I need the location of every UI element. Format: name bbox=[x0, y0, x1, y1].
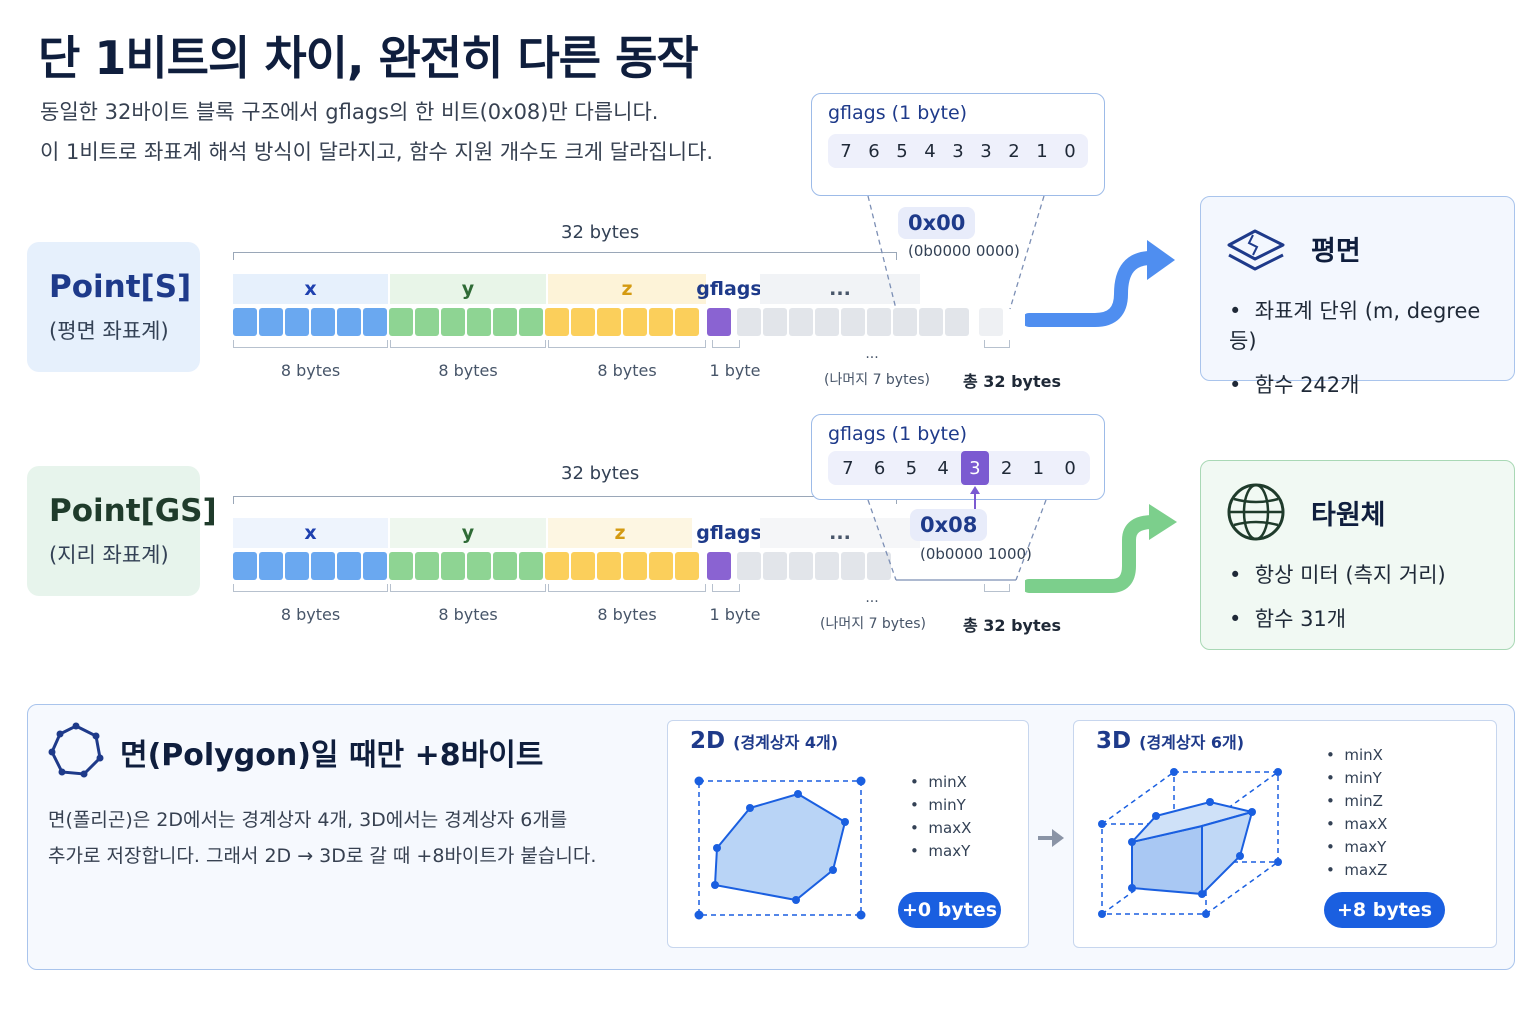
page-title: 단 1비트의 차이, 완전히 다른 동작 bbox=[38, 31, 699, 85]
row1-field-z: z bbox=[548, 274, 706, 304]
point-s-card: Point[S] (평면 좌표계) bbox=[27, 242, 200, 372]
row1-rest-label: (나머지 7 bytes) bbox=[824, 372, 930, 388]
row2-rest-label: (나머지 7 bytes) bbox=[820, 616, 926, 632]
row1-total-label: 32 bytes bbox=[561, 222, 640, 243]
row1-y-size: 8 bytes bbox=[438, 361, 498, 380]
row1-z-size: 8 bytes bbox=[597, 361, 657, 380]
row2-cells bbox=[233, 552, 891, 580]
bit: 6 bbox=[868, 140, 880, 162]
bit: 2 bbox=[1008, 140, 1020, 162]
polygon-icon bbox=[48, 722, 104, 778]
row1-x-size: 8 bytes bbox=[280, 361, 341, 380]
row2-field-y: y bbox=[390, 518, 546, 548]
polygon-desc-2: 추가로 저장합니다. 그래서 2D → 3D로 갈 때 +8바이트가 붙습니다. bbox=[48, 845, 597, 867]
box-2d-fields: • minX • minY • maxX • maxY bbox=[910, 773, 972, 860]
row2-zoom-lines bbox=[867, 499, 1047, 581]
row1-field-x: x bbox=[233, 274, 388, 304]
bit: 0 bbox=[1064, 457, 1076, 479]
box-3d-title: 3D (경계상자 6개) bbox=[1096, 728, 1245, 754]
row1-rest-dots: ... bbox=[865, 346, 879, 362]
row1-cells bbox=[233, 308, 1003, 336]
bit: 2 bbox=[1000, 457, 1013, 479]
subtitle-line-1: 동일한 32바이트 블록 구조에서 gflags의 한 비트(0x08)만 다릅… bbox=[40, 100, 659, 124]
row2-bin: (0b0000 1000) bbox=[920, 545, 1032, 563]
row2-rest-dots: ... bbox=[865, 590, 879, 606]
row1-total-sum: 총 32 bytes bbox=[962, 372, 1062, 391]
result-plane-title: 평면 bbox=[1311, 235, 1361, 267]
result-globe-item-2: • 함수 31개 bbox=[1229, 607, 1347, 631]
row1-arrow bbox=[1025, 240, 1175, 327]
bit: 7 bbox=[840, 140, 852, 162]
row2-gflags-box: gflags (1 byte) 7 6 5 4 3 2 1 0 bbox=[811, 414, 1105, 500]
box-3d-fields: • minX • minY • minZ • maxX • maxY • max… bbox=[1326, 746, 1388, 879]
bit-highlighted: 3 bbox=[961, 451, 989, 485]
row2-arrow bbox=[1025, 504, 1177, 593]
row2-z-size: 8 bytes bbox=[597, 605, 657, 624]
row2-field-gflags: gflags bbox=[696, 522, 762, 544]
bit: 6 bbox=[873, 457, 886, 479]
globe-icon bbox=[1227, 483, 1285, 541]
result-plane-item-2: • 함수 242개 bbox=[1229, 373, 1360, 397]
polygon-2d-drawing bbox=[694, 776, 866, 920]
row1-bits: 7 6 5 4 3 3 2 1 0 bbox=[828, 134, 1088, 168]
point-s-name: Point[S] bbox=[49, 269, 192, 305]
polygon-title: 면(Polygon)일 때만 +8바이트 bbox=[120, 738, 544, 773]
badge-2d: +0 bytes bbox=[898, 892, 1001, 928]
row1-field-rest: ... bbox=[760, 274, 920, 304]
bit-pointer-arrow bbox=[970, 486, 980, 512]
badge-3d: +8 bytes bbox=[1324, 892, 1445, 928]
plane-icon bbox=[1227, 229, 1285, 271]
row2-total-label: 32 bytes bbox=[561, 463, 640, 484]
point-gs-card: Point[GS] (지리 좌표계) bbox=[27, 466, 217, 596]
row1-bin: (0b0000 0000) bbox=[908, 242, 1020, 260]
point-s-sub: (평면 좌표계) bbox=[49, 319, 169, 343]
bit: 1 bbox=[1032, 457, 1045, 479]
row1-hex: 0x00 bbox=[898, 207, 976, 239]
row1-gflags-title: gflags (1 byte) bbox=[828, 102, 968, 124]
row2-gflags-size: 1 byte bbox=[709, 605, 761, 624]
bit: 0 bbox=[1064, 140, 1076, 162]
bit: 1 bbox=[1036, 140, 1048, 162]
row1-gflags-size: 1 byte bbox=[709, 361, 761, 380]
row2-bits: 7 6 5 4 3 2 1 0 bbox=[828, 451, 1090, 485]
result-globe-item-1: • 항상 미터 (측지 거리) bbox=[1229, 563, 1446, 587]
bit: 3 bbox=[952, 140, 964, 162]
row2-field-rest: ... bbox=[760, 518, 920, 548]
row2-y-size: 8 bytes bbox=[438, 605, 498, 624]
bit: 4 bbox=[937, 457, 949, 479]
result-plane-card: 평면 • 좌표계 단위 (m, degree 등) • 함수 242개 bbox=[1200, 196, 1515, 397]
bit: 5 bbox=[905, 457, 918, 479]
result-plane-item-1: • 좌표계 단위 (m, degree 등) bbox=[1229, 299, 1481, 353]
polygon-3d-drawing bbox=[1098, 768, 1282, 918]
row1-zoom-lines bbox=[867, 195, 1045, 310]
result-globe-title: 타원체 bbox=[1311, 499, 1386, 531]
bit: 4 bbox=[924, 140, 936, 162]
row2-field-x: x bbox=[233, 518, 388, 548]
transition-arrow bbox=[1038, 829, 1064, 847]
row1-gflags-box: gflags (1 byte) 7 6 5 4 3 3 2 1 0 bbox=[811, 93, 1105, 196]
row2-hex: 0x08 bbox=[910, 509, 988, 541]
point-gs-name: Point[GS] bbox=[49, 493, 217, 529]
bit: 3 bbox=[980, 140, 992, 162]
polygon-desc-1: 면(폴리곤)은 2D에서는 경계상자 4개, 3D에서는 경계상자 6개를 bbox=[48, 809, 568, 831]
row2-total-sum: 총 32 bytes bbox=[962, 616, 1062, 635]
row2-field-z: z bbox=[548, 518, 692, 548]
bit: 5 bbox=[896, 140, 908, 162]
row1-top-bracket bbox=[233, 252, 897, 260]
row2-top-bracket bbox=[233, 496, 897, 504]
row2-x-size: 8 bytes bbox=[280, 605, 341, 624]
result-globe-card: 타원체 • 항상 미터 (측지 거리) • 함수 31개 bbox=[1200, 460, 1515, 650]
box-2d-title: 2D (경계상자 4개) bbox=[690, 728, 839, 754]
point-gs-sub: (지리 좌표계) bbox=[49, 543, 169, 567]
bit: 7 bbox=[842, 457, 854, 479]
row1-field-gflags: gflags bbox=[696, 278, 762, 300]
row2-gflags-title: gflags (1 byte) bbox=[828, 423, 968, 445]
row1-field-y: y bbox=[390, 274, 546, 304]
subtitle-line-2: 이 1비트로 좌표계 해석 방식이 달라지고, 함수 지원 개수도 크게 달라집… bbox=[40, 140, 714, 164]
